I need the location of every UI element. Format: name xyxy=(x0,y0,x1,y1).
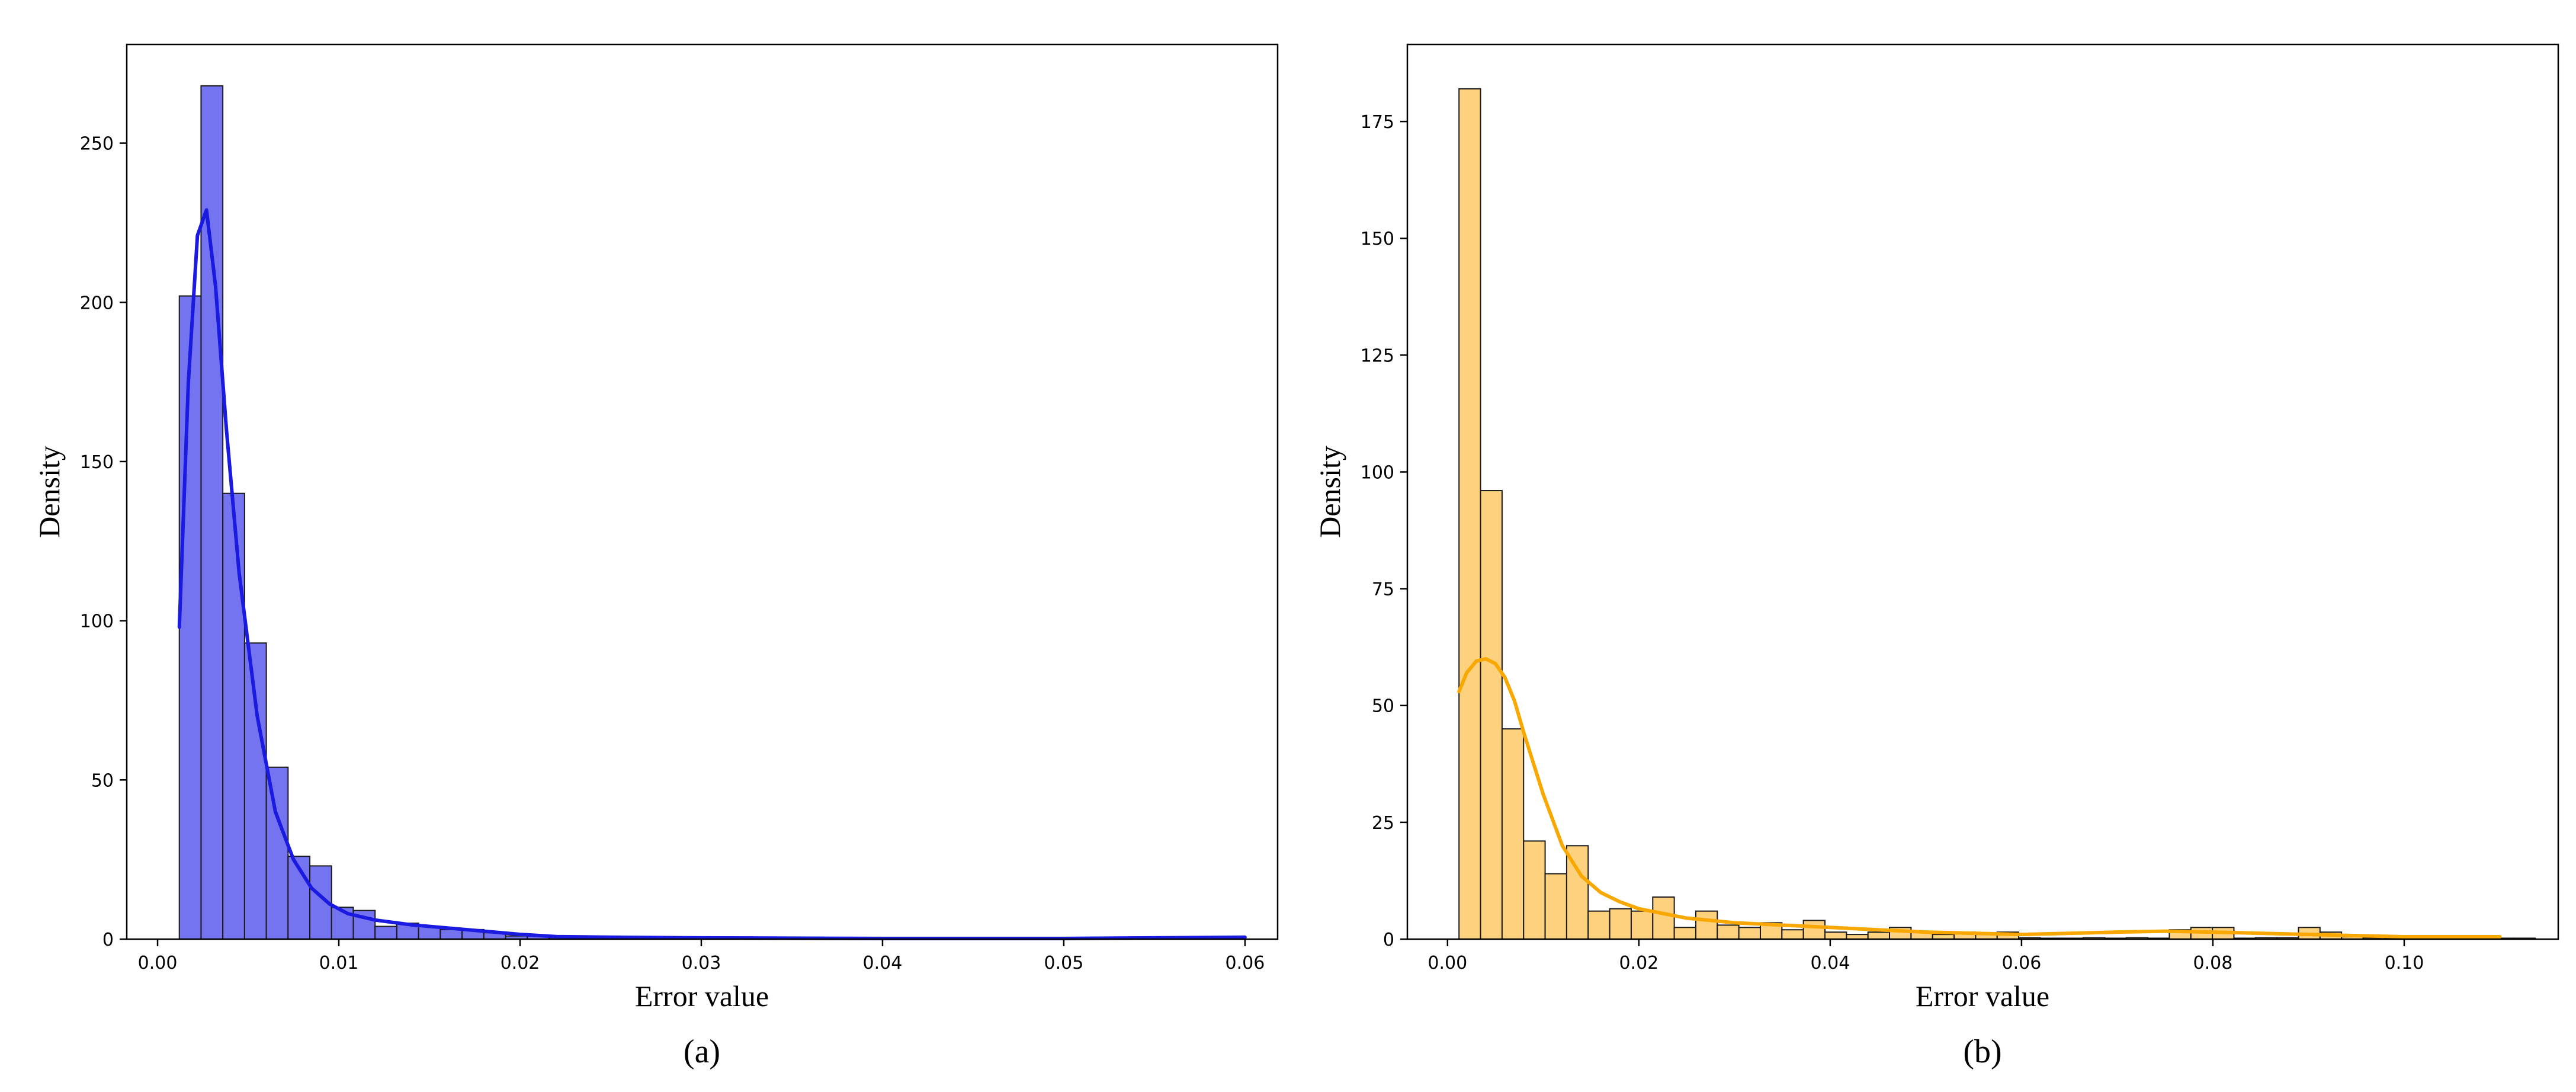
y-ticks-b: 0 25 50 75 100 125 150 175 xyxy=(1361,112,1407,950)
histogram-bar xyxy=(1587,910,1611,940)
x-tick-label: 0.02 xyxy=(501,953,540,973)
y-tick-label: 100 xyxy=(1361,462,1394,483)
x-ticks-a: 0.00 0.01 0.02 0.03 0.04 0.05 0.06 xyxy=(138,939,1265,973)
x-tick-label: 0.03 xyxy=(682,953,721,973)
x-tick-label: 0.06 xyxy=(1226,953,1265,973)
histogram-bar xyxy=(243,642,267,940)
histogram-bars-a xyxy=(178,85,1246,940)
panel-a: 0.00 0.01 0.02 0.03 0.04 0.05 0.06 0 50 100 150 20… xyxy=(33,43,1279,1070)
panel-label-b: (b) xyxy=(1963,1033,2001,1070)
y-ticks-a: 0 50 100 150 200 250 xyxy=(80,134,127,950)
y-tick-label: 25 xyxy=(1372,813,1394,834)
y-tick-label: 50 xyxy=(91,770,114,791)
y-axis-label-b: Density xyxy=(1313,446,1346,538)
x-tick-label: 0.02 xyxy=(1619,953,1658,973)
histogram-bar xyxy=(1781,929,1804,940)
plot-frame-a xyxy=(126,43,1279,940)
x-tick-label: 0.04 xyxy=(863,953,903,973)
histogram-bar xyxy=(1480,490,1503,940)
y-tick-label: 250 xyxy=(80,134,114,155)
y-axis-label-a: Density xyxy=(33,446,66,538)
histogram-bar xyxy=(222,492,245,940)
y-tick-label: 175 xyxy=(1361,112,1394,133)
x-tick-label: 0.00 xyxy=(138,953,178,973)
histogram-bar xyxy=(1609,908,1632,940)
y-tick-label: 125 xyxy=(1361,345,1394,366)
panel-b: 0.00 0.02 0.04 0.06 0.08 0.10 0 25 50 75 100 125 15… xyxy=(1313,43,2559,1070)
x-tick-label: 0.05 xyxy=(1044,953,1084,973)
histogram-bar xyxy=(1867,931,1891,940)
histogram-bar xyxy=(1717,924,1740,940)
x-axis-label-a: Error value xyxy=(635,979,769,1013)
histogram-bar xyxy=(1673,927,1696,940)
x-tick-label: 0.10 xyxy=(2385,953,2424,973)
histogram-bar xyxy=(374,926,397,940)
panel-label-a: (a) xyxy=(684,1033,720,1070)
histogram-bar xyxy=(1458,88,1481,940)
histogram-bar xyxy=(1738,927,1761,940)
histogram-bar xyxy=(1630,910,1654,940)
x-tick-label: 0.01 xyxy=(319,953,359,973)
histogram-bar xyxy=(1523,840,1546,940)
y-tick-label: 50 xyxy=(1372,696,1394,717)
y-tick-label: 200 xyxy=(80,293,114,313)
histogram-bar xyxy=(200,85,224,940)
histogram-bar xyxy=(1824,931,1847,940)
histogram-bar xyxy=(1544,873,1567,940)
x-ticks-b: 0.00 0.02 0.04 0.06 0.08 0.10 xyxy=(1427,939,2424,973)
x-tick-label: 0.06 xyxy=(2002,953,2042,973)
histogram-bar xyxy=(178,295,202,940)
x-axis-label-b: Error value xyxy=(1916,979,2049,1013)
histogram-bar xyxy=(1501,728,1525,940)
plot-frame-b xyxy=(1406,43,2559,940)
histogram-bar xyxy=(1652,896,1675,940)
y-tick-label: 100 xyxy=(80,611,114,632)
x-tick-label: 0.00 xyxy=(1427,953,1467,973)
y-tick-label: 75 xyxy=(1372,579,1394,600)
histogram-bars-b xyxy=(1458,88,2536,940)
y-tick-label: 150 xyxy=(1361,229,1394,249)
kde-curve-a xyxy=(177,208,1247,940)
histogram-bar xyxy=(1802,920,1826,940)
x-tick-label: 0.04 xyxy=(1810,953,1850,973)
histogram-bar xyxy=(1695,910,1718,940)
x-tick-label: 0.08 xyxy=(2193,953,2233,973)
y-tick-label: 150 xyxy=(80,452,114,473)
kde-curve-b xyxy=(1457,657,2502,939)
histogram-bar xyxy=(440,928,463,940)
y-tick-label: 0 xyxy=(102,930,114,950)
histogram-bar xyxy=(265,766,289,940)
y-tick-label: 0 xyxy=(1383,930,1394,950)
